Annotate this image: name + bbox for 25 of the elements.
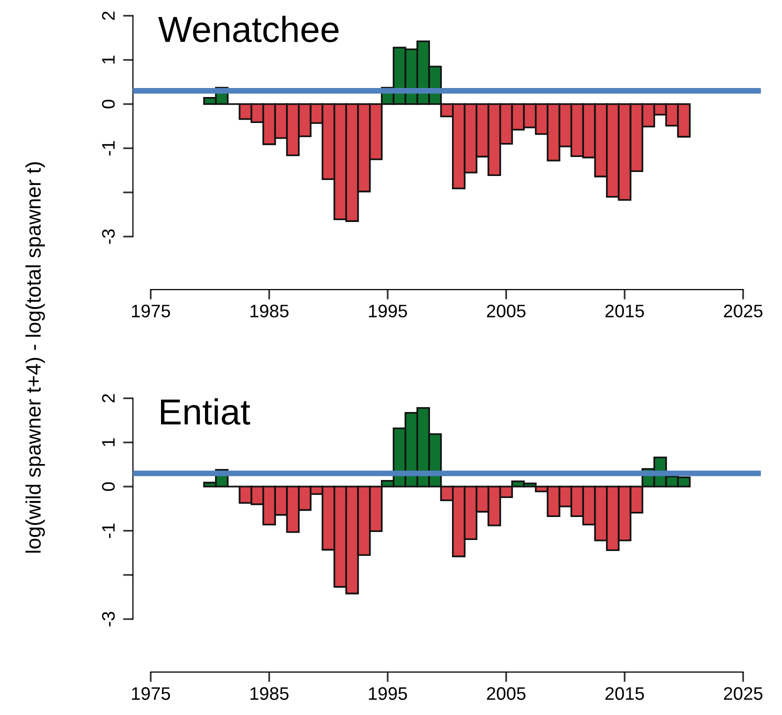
y-tick-label: 1 <box>102 438 115 446</box>
chart-title: Wenatchee <box>158 16 338 42</box>
y-tick-label: -3 <box>102 612 115 626</box>
x-tick-label: 2005 <box>486 304 526 318</box>
y-tick-label: 1 <box>102 56 115 64</box>
y-tick-label: 2 <box>102 394 115 402</box>
y-tick-label: -3 <box>102 229 115 244</box>
x-tick-label: 2025 <box>724 687 762 700</box>
x-tick-label: 1995 <box>368 687 407 700</box>
x-tick-label: 1975 <box>132 304 170 318</box>
x-tick-label: 1995 <box>368 304 407 318</box>
x-tick-label: 2015 <box>605 304 644 318</box>
x-tick-label: 2025 <box>724 304 762 318</box>
x-tick-label: 1985 <box>250 304 289 318</box>
chart-title: Entiat <box>161 398 250 425</box>
x-tick-label: 1975 <box>132 687 170 700</box>
y-tick-label: -1 <box>102 524 115 538</box>
y-tick-label: 0 <box>102 482 115 491</box>
x-tick-label: 2005 <box>486 687 526 700</box>
x-tick-label: 2015 <box>605 687 644 700</box>
y-tick-label: 0 <box>102 100 115 108</box>
y-axis-title: log(wild spawner t+4) - log(total spawner t) <box>25 162 45 553</box>
y-tick-label: -1 <box>102 141 115 156</box>
x-tick-label: 1985 <box>250 687 289 700</box>
y-tick-label: 2 <box>102 12 115 20</box>
